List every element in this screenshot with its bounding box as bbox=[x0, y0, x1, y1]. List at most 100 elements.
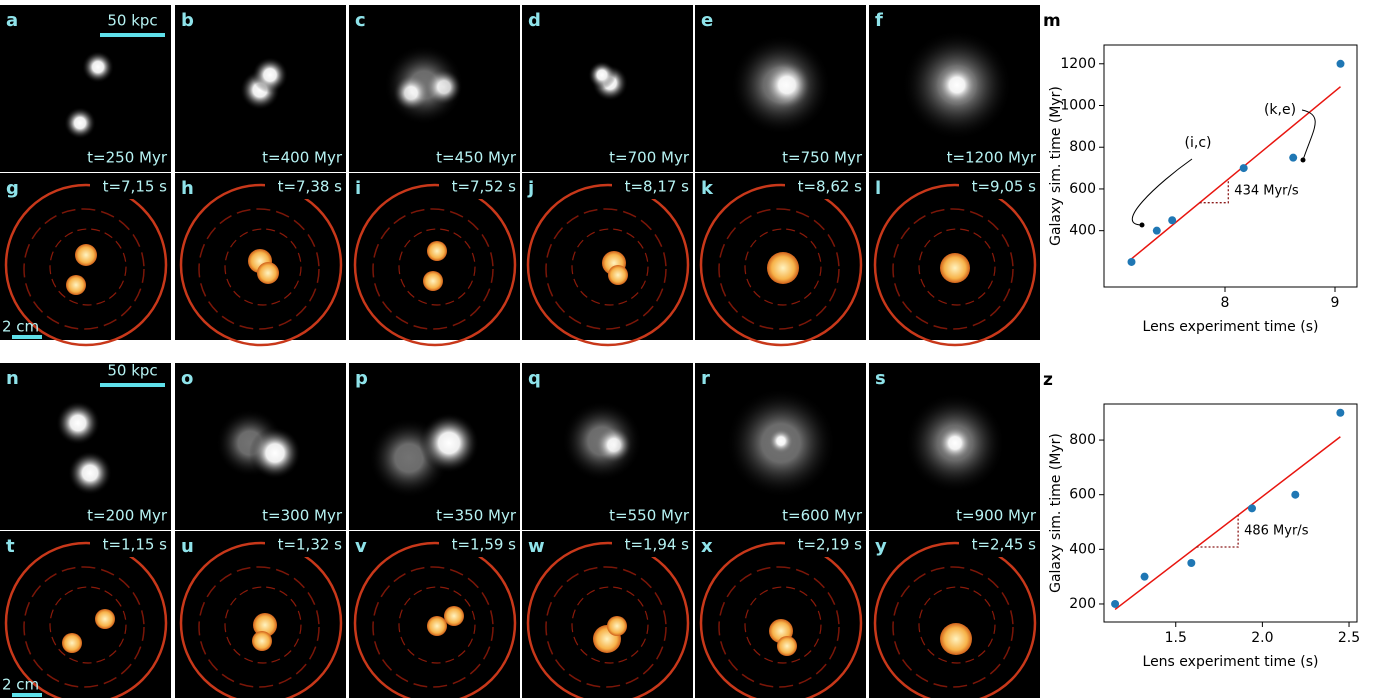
y-axis-label: Galaxy sim. time (Myr) bbox=[1048, 86, 1064, 246]
x-tick-label: 2.5 bbox=[1338, 630, 1360, 646]
lens-blob bbox=[62, 633, 82, 653]
data-point bbox=[1153, 227, 1161, 235]
galaxy-blob bbox=[82, 51, 114, 83]
time-label: t=750 Myr bbox=[782, 149, 863, 167]
galaxy-blob bbox=[905, 393, 1005, 493]
panel-letter: t bbox=[6, 536, 15, 557]
galaxy-blob bbox=[252, 57, 288, 93]
panel-letter: h bbox=[181, 178, 194, 199]
lens-blob bbox=[66, 275, 86, 295]
time-label: t=2,45 s bbox=[972, 536, 1037, 554]
y-tick-label: 1200 bbox=[1060, 56, 1096, 72]
data-point bbox=[1187, 559, 1195, 567]
scale-bar-label: 2 cm bbox=[2, 318, 39, 336]
x-tick-label: 9 bbox=[1331, 295, 1340, 311]
time-label: t=1200 Myr bbox=[947, 149, 1037, 167]
panel-letter: g bbox=[6, 178, 19, 199]
galaxy-blob bbox=[64, 107, 96, 139]
data-point bbox=[1336, 409, 1344, 417]
panel-letter: b bbox=[181, 10, 194, 31]
lens-blob bbox=[427, 616, 447, 636]
annotation: (k,e) bbox=[1264, 102, 1296, 118]
galaxy-blob bbox=[56, 401, 100, 445]
time-label: t=550 Myr bbox=[609, 507, 690, 525]
data-point bbox=[1289, 154, 1297, 162]
image-panel: t=750 Myr e bbox=[695, 5, 866, 172]
lens-blob bbox=[95, 609, 115, 629]
time-label: t=400 Myr bbox=[262, 149, 343, 167]
lens-blob bbox=[940, 623, 972, 655]
data-point bbox=[1168, 216, 1176, 224]
image-panel: t=700 Myr d bbox=[522, 5, 693, 172]
panel-letter: u bbox=[181, 536, 194, 557]
data-point bbox=[1248, 504, 1256, 512]
annotation: (i,c) bbox=[1185, 135, 1212, 151]
galaxy-blob bbox=[588, 61, 616, 89]
image-panel: t=1,32 s u bbox=[175, 531, 346, 698]
time-label: t=250 Myr bbox=[87, 149, 168, 167]
image-panel: t=8,17 s j bbox=[522, 173, 693, 345]
panel-letter: e bbox=[701, 10, 713, 31]
panel-background bbox=[0, 363, 171, 530]
galaxy-blob bbox=[419, 413, 479, 473]
time-label: t=200 Myr bbox=[87, 507, 168, 525]
image-panel: t=1,94 sw bbox=[522, 531, 693, 698]
x-tick-label: 8 bbox=[1221, 295, 1230, 311]
panel-letter: k bbox=[701, 178, 714, 199]
time-label: t=1,59 s bbox=[452, 536, 517, 554]
lens-blob bbox=[75, 244, 97, 266]
scale-bar-label: 50 kpc bbox=[107, 362, 157, 380]
time-label: t=1,32 s bbox=[278, 536, 343, 554]
data-point bbox=[1141, 573, 1149, 581]
lens-blob bbox=[777, 636, 797, 656]
image-panel: t=1,15 st bbox=[0, 531, 171, 698]
lens-blob bbox=[607, 616, 627, 636]
lens-blob bbox=[257, 262, 279, 284]
panel-letter: n bbox=[6, 368, 19, 389]
image-panel: t=7,38 sh bbox=[175, 173, 346, 345]
panel-letter: r bbox=[701, 368, 710, 389]
scale-bar-label: 50 kpc bbox=[107, 12, 157, 30]
galaxy-blob bbox=[731, 35, 831, 135]
y-tick-label: 400 bbox=[1069, 541, 1096, 557]
galaxy-blob bbox=[562, 401, 642, 481]
data-point bbox=[1337, 60, 1345, 68]
panel-letter: i bbox=[355, 178, 361, 199]
galaxy-blob bbox=[902, 30, 1012, 140]
time-label: t=1,94 s bbox=[625, 536, 690, 554]
image-panel: t=900 Myrs bbox=[869, 363, 1040, 530]
time-label: t=8,17 s bbox=[625, 178, 690, 196]
image-panel: t=2,19 sx bbox=[695, 531, 866, 698]
panel-letter: x bbox=[701, 536, 713, 557]
time-label: t=350 Myr bbox=[436, 507, 517, 525]
slope-label: 486 Myr/s bbox=[1244, 524, 1309, 539]
data-point bbox=[1111, 600, 1119, 608]
y-tick-label: 200 bbox=[1069, 596, 1096, 612]
time-label: t=700 Myr bbox=[609, 149, 690, 167]
arrow-head bbox=[1140, 223, 1145, 228]
panel-letter: z bbox=[1043, 370, 1053, 390]
time-label: t=900 Myr bbox=[956, 507, 1037, 525]
lens-blob bbox=[608, 265, 628, 285]
y-tick-label: 600 bbox=[1069, 487, 1096, 503]
panel-letter: m bbox=[1043, 11, 1061, 31]
annotation-arrow bbox=[1132, 159, 1192, 225]
panel-letter: p bbox=[355, 368, 368, 389]
image-panel: t=7,52 si bbox=[349, 173, 520, 345]
image-panel: t=1,59 sv bbox=[349, 531, 520, 698]
image-panel: t=8,62 sk bbox=[695, 173, 866, 345]
slope-label: 434 Myr/s bbox=[1234, 183, 1299, 198]
y-tick-label: 800 bbox=[1069, 139, 1096, 155]
lens-blob bbox=[767, 252, 799, 284]
time-label: t=600 Myr bbox=[782, 507, 863, 525]
x-tick-label: 1.5 bbox=[1165, 630, 1187, 646]
panel-letter: c bbox=[355, 10, 366, 31]
panel-letter: d bbox=[528, 10, 541, 31]
galaxy-blob bbox=[384, 45, 464, 125]
panel-letter: j bbox=[527, 178, 534, 199]
image-panel: t=9,05 sl bbox=[869, 173, 1040, 345]
panel-background bbox=[0, 5, 171, 172]
lens-blob bbox=[423, 271, 443, 291]
